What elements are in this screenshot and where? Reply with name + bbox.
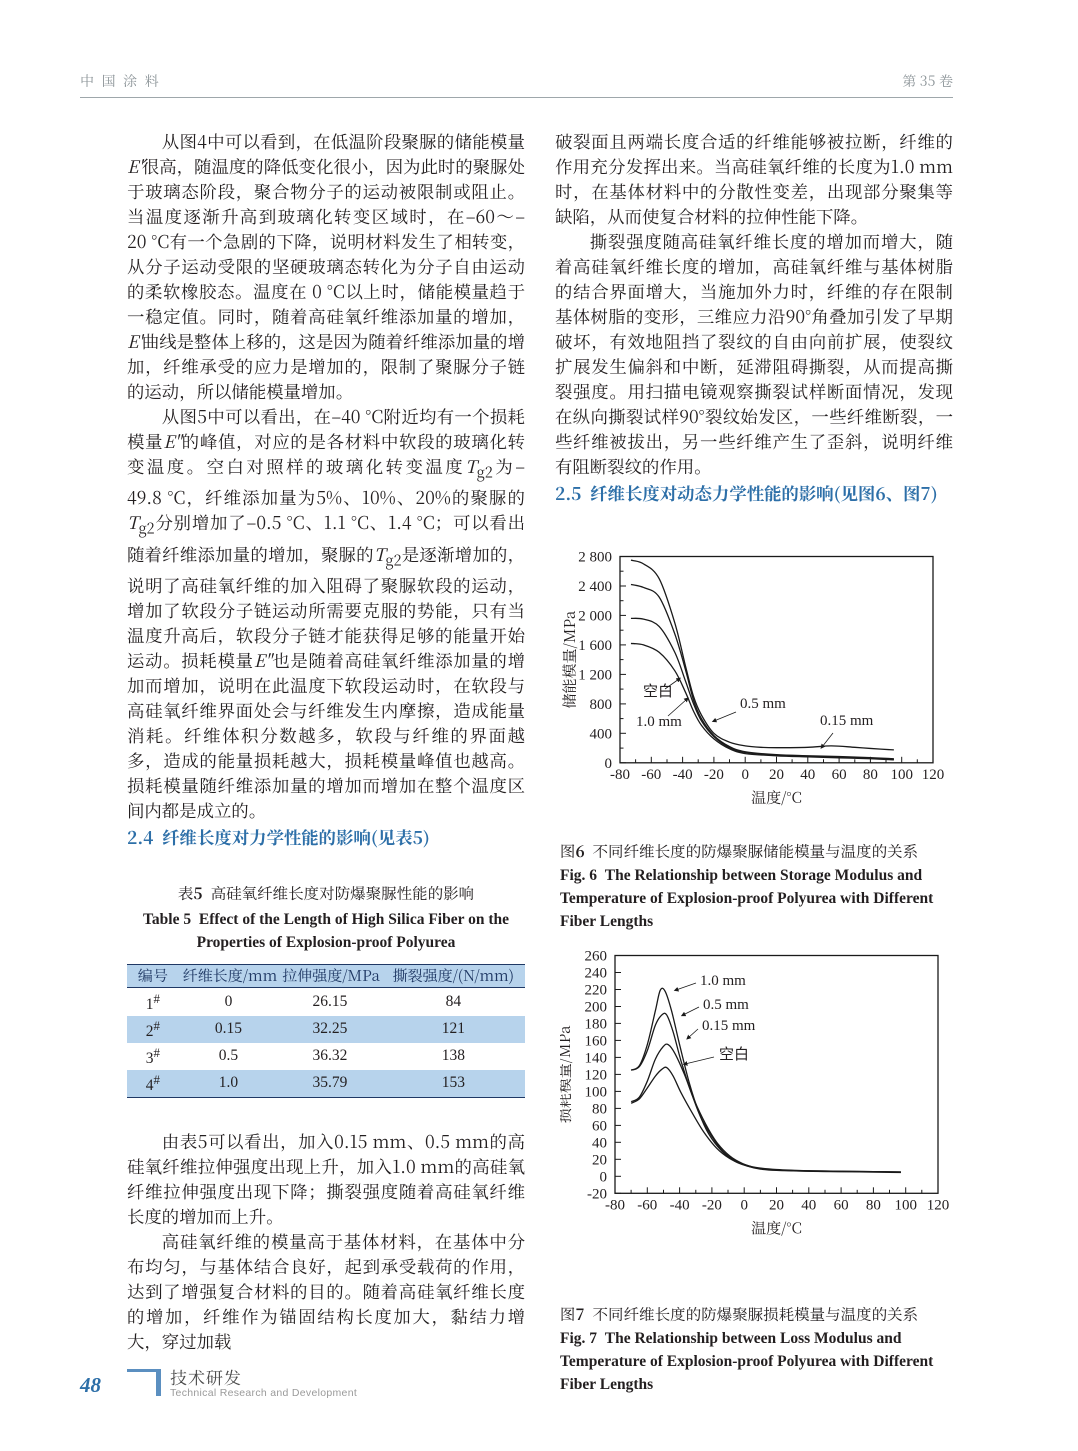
svg-text:0: 0 [600, 1169, 608, 1185]
svg-text:120: 120 [922, 767, 945, 783]
svg-text:0: 0 [605, 756, 613, 772]
svg-text:60: 60 [592, 1118, 607, 1134]
svg-text:140: 140 [585, 1050, 608, 1066]
svg-text:2 000: 2 000 [578, 608, 612, 624]
svg-text:-80: -80 [610, 767, 630, 783]
svg-text:0: 0 [741, 767, 749, 783]
svg-text:1 200: 1 200 [578, 667, 612, 683]
svg-text:-20: -20 [704, 767, 724, 783]
svg-text:120: 120 [585, 1067, 608, 1083]
svg-text:0: 0 [740, 1197, 748, 1213]
svg-text:100: 100 [890, 767, 913, 783]
svg-text:220: 220 [585, 983, 608, 999]
svg-text:800: 800 [590, 697, 613, 713]
svg-text:20: 20 [769, 1197, 784, 1213]
svg-text:40: 40 [800, 767, 815, 783]
svg-text:-60: -60 [641, 767, 661, 783]
svg-text:温度/°C: 温度/°C [751, 1217, 802, 1238]
svg-text:-60: -60 [637, 1197, 657, 1213]
svg-text:损耗模量/MPa: 损耗模量/MPa [560, 1025, 575, 1123]
svg-text:-20: -20 [702, 1197, 722, 1213]
svg-text:1.0 mm: 1.0 mm [700, 973, 746, 989]
svg-text:80: 80 [863, 767, 878, 783]
svg-text:2 400: 2 400 [578, 579, 612, 595]
svg-text:-40: -40 [673, 767, 693, 783]
svg-text:40: 40 [592, 1135, 607, 1151]
svg-text:0.5 mm: 0.5 mm [703, 997, 749, 1013]
svg-text:20: 20 [592, 1152, 607, 1168]
svg-text:0.5 mm: 0.5 mm [740, 696, 786, 712]
svg-text:2 800: 2 800 [578, 550, 612, 566]
svg-text:100: 100 [585, 1084, 608, 1100]
svg-text:空白: 空白 [719, 1046, 749, 1063]
svg-text:1 600: 1 600 [578, 638, 612, 654]
svg-text:240: 240 [585, 966, 608, 982]
svg-text:40: 40 [801, 1197, 816, 1213]
svg-text:80: 80 [866, 1197, 881, 1213]
svg-text:100: 100 [894, 1197, 917, 1213]
svg-text:20: 20 [769, 767, 784, 783]
svg-text:0.15 mm: 0.15 mm [820, 713, 874, 729]
svg-text:200: 200 [585, 1000, 608, 1016]
svg-text:180: 180 [585, 1016, 608, 1032]
svg-text:80: 80 [592, 1101, 607, 1117]
svg-text:60: 60 [834, 1197, 849, 1213]
svg-text:260: 260 [585, 949, 608, 965]
svg-text:-20: -20 [587, 1186, 607, 1202]
svg-text:400: 400 [590, 726, 613, 742]
svg-text:1.0 mm: 1.0 mm [636, 714, 682, 730]
svg-text:120: 120 [927, 1197, 950, 1213]
svg-text:0.15 mm: 0.15 mm [702, 1018, 756, 1034]
svg-text:温度/°C: 温度/°C [751, 787, 802, 808]
svg-text:储能模量/MPa: 储能模量/MPa [560, 610, 580, 708]
svg-text:空白: 空白 [643, 683, 673, 700]
svg-text:-40: -40 [670, 1197, 690, 1213]
svg-text:60: 60 [832, 767, 847, 783]
svg-text:160: 160 [585, 1033, 608, 1049]
svg-text:-80: -80 [605, 1197, 625, 1213]
